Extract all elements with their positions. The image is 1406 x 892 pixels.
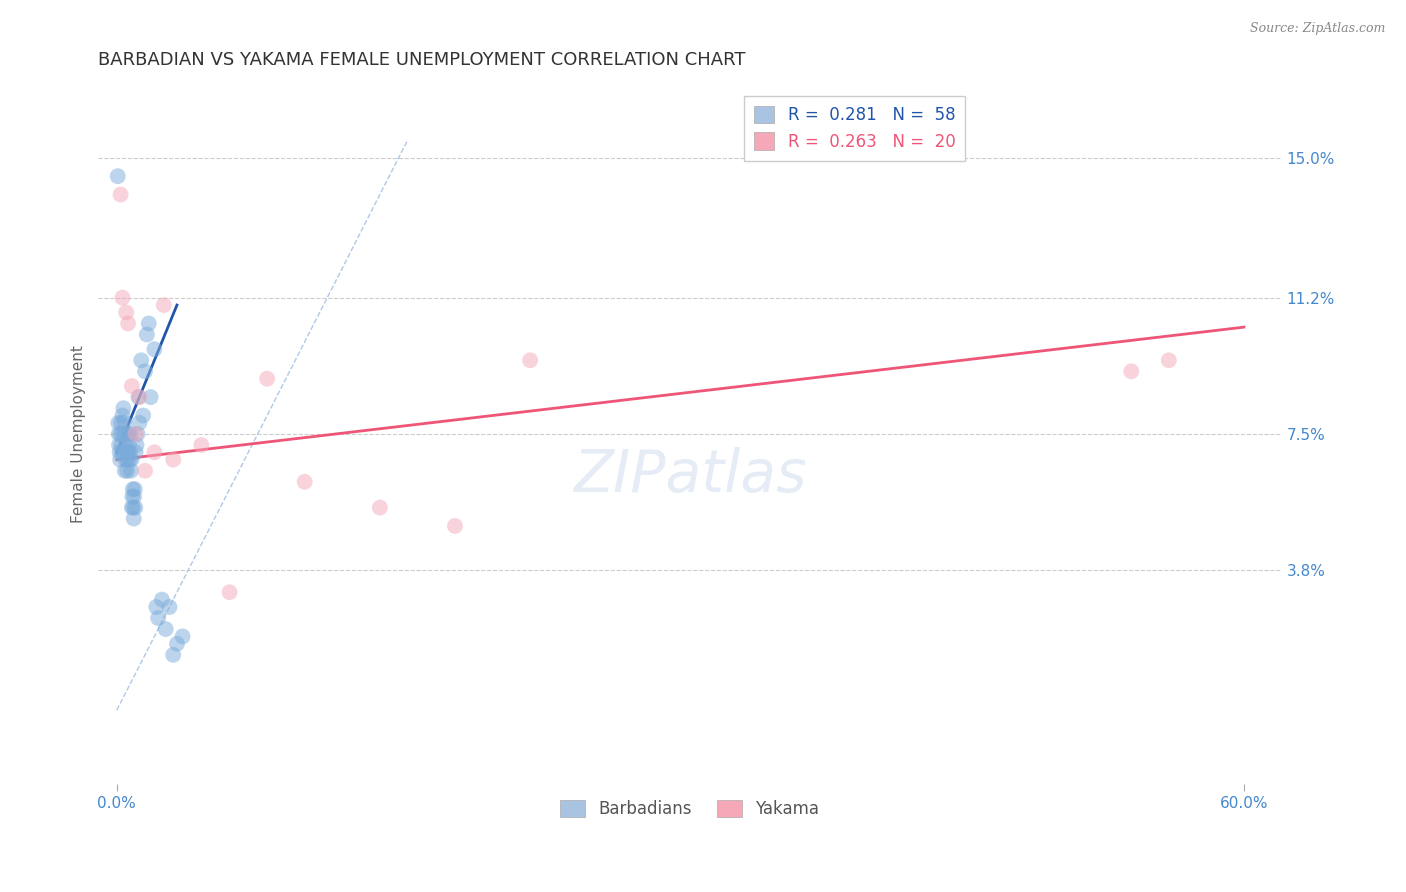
Point [125, 438, 148, 452]
Point [190, 438, 212, 452]
Text: Source: ZipAtlas.com: Source: ZipAtlas.com [1250, 22, 1385, 36]
Point [121, 379, 143, 393]
Point [117, 445, 139, 459]
Text: ZIPatlas: ZIPatlas [574, 448, 807, 504]
Point [159, 599, 181, 614]
Point [107, 169, 129, 184]
Point [107, 416, 129, 430]
Point [115, 452, 138, 467]
Point [128, 416, 150, 430]
Point [172, 630, 194, 644]
Point [115, 464, 138, 478]
Point [1121, 364, 1143, 378]
Point [114, 464, 136, 478]
Point [127, 426, 149, 441]
Point [218, 585, 240, 599]
Point [134, 364, 156, 378]
Point [146, 611, 169, 625]
Point [124, 500, 146, 515]
Point [118, 438, 141, 452]
Point [143, 445, 166, 459]
Point [112, 445, 135, 459]
Point [111, 445, 134, 459]
Point [110, 187, 132, 202]
Point [150, 592, 173, 607]
Point [120, 426, 142, 441]
Point [122, 511, 145, 525]
Point [121, 482, 143, 496]
Point [108, 438, 131, 452]
Point [135, 327, 157, 342]
Point [117, 317, 139, 331]
Point [111, 426, 134, 441]
Point [111, 409, 134, 423]
Point [132, 409, 155, 423]
Point [121, 452, 143, 467]
Point [139, 390, 162, 404]
Point [128, 390, 150, 404]
Point [145, 599, 167, 614]
Point [143, 343, 166, 357]
Point [124, 426, 146, 441]
Point [127, 390, 149, 404]
Point [115, 438, 138, 452]
Point [107, 426, 129, 441]
Legend: Barbadians, Yakama: Barbadians, Yakama [554, 793, 827, 824]
Point [162, 648, 184, 662]
Point [110, 438, 132, 452]
Point [122, 490, 145, 504]
Point [294, 475, 316, 489]
Y-axis label: Female Unemployment: Female Unemployment [72, 345, 86, 523]
Point [444, 519, 467, 533]
Point [152, 298, 174, 312]
Point [117, 452, 139, 467]
Point [138, 317, 160, 331]
Point [122, 500, 145, 515]
Point [108, 452, 131, 467]
Point [129, 353, 152, 368]
Point [121, 490, 143, 504]
Point [162, 452, 184, 467]
Point [108, 445, 131, 459]
Point [134, 464, 156, 478]
Point [368, 500, 391, 515]
Point [519, 353, 541, 368]
Point [112, 416, 135, 430]
Point [118, 445, 141, 459]
Point [114, 426, 136, 441]
Point [118, 452, 141, 467]
Point [115, 305, 138, 319]
Point [155, 622, 177, 636]
Text: BARBADIAN VS YAKAMA FEMALE UNEMPLOYMENT CORRELATION CHART: BARBADIAN VS YAKAMA FEMALE UNEMPLOYMENT … [98, 51, 745, 69]
Point [115, 445, 138, 459]
Point [124, 482, 146, 496]
Point [124, 445, 146, 459]
Point [110, 426, 132, 441]
Point [112, 401, 135, 416]
Point [121, 500, 143, 515]
Point [120, 464, 142, 478]
Point [117, 426, 139, 441]
Point [111, 291, 134, 305]
Point [110, 416, 132, 430]
Point [1157, 353, 1180, 368]
Point [256, 372, 278, 386]
Point [166, 637, 188, 651]
